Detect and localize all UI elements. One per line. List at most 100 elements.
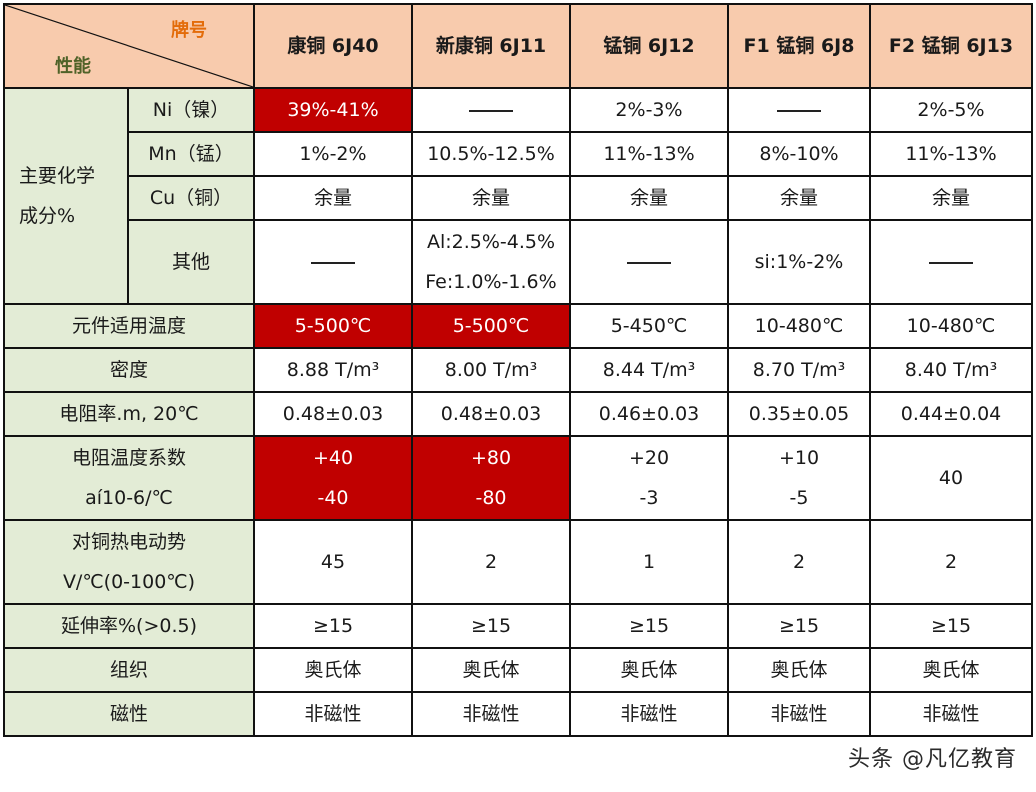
- thermo-emf-label-line1: 对铜热电动势: [71, 531, 186, 553]
- row-label-thermo-emf: 对铜热电动势 V/℃(0-100℃): [3, 519, 255, 605]
- cell-mn-6j12: 11%-13%: [569, 131, 729, 177]
- tcoeff-plus: +20: [628, 447, 670, 469]
- cell-density-6j11: 8.00 T/m³: [411, 347, 571, 393]
- cell-resistivity-6j13: 0.44±0.04: [869, 391, 1033, 437]
- cell-temp-6j12: 5-450℃: [569, 303, 729, 349]
- brand-header-6j11: 新康铜 6J11: [411, 3, 571, 89]
- cell-emf-6j8: 2: [727, 519, 871, 605]
- row-label-cu: Cu（铜）: [127, 175, 255, 221]
- table-row-magnetism: 磁性 非磁性 非磁性 非磁性 非磁性 非磁性: [3, 691, 1033, 737]
- tcoeff-plus: +40: [312, 447, 354, 469]
- table-row-resistivity: 电阻率.m, 20℃ 0.48±0.03 0.48±0.03 0.46±0.03…: [3, 391, 1033, 437]
- cell-resistivity-6j12: 0.46±0.03: [569, 391, 729, 437]
- cell-other-6j13: [869, 219, 1033, 305]
- group-label-line2: 成分%: [19, 205, 76, 227]
- cell-tcoeff-6j8: +10 -5: [727, 435, 871, 521]
- cell-temp-6j40: 5-500℃: [253, 303, 413, 349]
- cell-struct-6j13: 奥氏体: [869, 647, 1033, 693]
- cell-mn-6j11: 10.5%-12.5%: [411, 131, 571, 177]
- cell-mag-6j40: 非磁性: [253, 691, 413, 737]
- table-row-temperature: 元件适用温度 5-500℃ 5-500℃ 5-450℃ 10-480℃ 10-4…: [3, 303, 1033, 349]
- cell-struct-6j11: 奥氏体: [411, 647, 571, 693]
- cell-temp-6j11: 5-500℃: [411, 303, 571, 349]
- table-row-elongation: 延伸率%(>0.5) ≥15 ≥15 ≥15 ≥15 ≥15: [3, 603, 1033, 649]
- cell-density-6j12: 8.44 T/m³: [569, 347, 729, 393]
- row-label-other: 其他: [127, 219, 255, 305]
- cell-tcoeff-6j12: +20 -3: [569, 435, 729, 521]
- cell-struct-6j12: 奥氏体: [569, 647, 729, 693]
- brand-header-6j13: F2 锰铜 6J13: [869, 3, 1033, 89]
- table-row-other: 其他 Al:2.5%-4.5% Fe:1.0%-1.6% si:1%-2%: [4, 219, 1033, 305]
- temp-coeff-label-line2: aí10-6/℃: [85, 487, 173, 509]
- row-label-ni: Ni（镍）: [127, 87, 255, 133]
- cell-mag-6j12: 非磁性: [569, 691, 729, 737]
- cell-struct-6j8: 奥氏体: [727, 647, 871, 693]
- cell-mag-6j8: 非磁性: [727, 691, 871, 737]
- cell-elong-6j40: ≥15: [253, 603, 413, 649]
- cell-emf-6j11: 2: [411, 519, 571, 605]
- dash-icon: [929, 261, 973, 264]
- cell-emf-6j12: 1: [569, 519, 729, 605]
- row-label-magnetism: 磁性: [3, 691, 255, 737]
- tcoeff-plus: +80: [470, 447, 512, 469]
- table-row-mn: Mn（锰） 1%-2% 10.5%-12.5% 11%-13% 8%-10% 1…: [4, 131, 1033, 177]
- tcoeff-minus: -3: [639, 487, 659, 509]
- dash-icon: [311, 261, 355, 264]
- brand-header-6j40: 康铜 6J40: [253, 3, 413, 89]
- temp-coeff-label-line1: 电阻温度系数: [71, 447, 186, 469]
- other-al-value: Al:2.5%-4.5%: [426, 231, 556, 253]
- property-axis-label: 性能: [55, 56, 91, 77]
- cell-resistivity-6j8: 0.35±0.05: [727, 391, 871, 437]
- cell-other-6j40: [253, 219, 413, 305]
- cell-other-6j12: [569, 219, 729, 305]
- table-row-cu: Cu（铜） 余量 余量 余量 余量 余量: [4, 175, 1033, 221]
- cell-density-6j13: 8.40 T/m³: [869, 347, 1033, 393]
- dash-icon: [469, 109, 513, 112]
- dash-icon: [627, 261, 671, 264]
- cell-other-6j11: Al:2.5%-4.5% Fe:1.0%-1.6%: [411, 219, 571, 305]
- cell-tcoeff-6j40: +40 -40: [253, 435, 413, 521]
- cell-ni-6j40: 39%-41%: [253, 87, 413, 133]
- cell-mag-6j11: 非磁性: [411, 691, 571, 737]
- cell-ni-6j8: [727, 87, 871, 133]
- tcoeff-minus: -5: [789, 487, 809, 509]
- cell-ni-6j13: 2%-5%: [869, 87, 1033, 133]
- tcoeff-plus: +10: [778, 447, 820, 469]
- cell-ni-6j11: [411, 87, 571, 133]
- table-row-density: 密度 8.88 T/m³ 8.00 T/m³ 8.44 T/m³ 8.70 T/…: [3, 347, 1033, 393]
- row-label-elongation: 延伸率%(>0.5): [3, 603, 255, 649]
- alloy-spec-table: 牌号 性能 康铜 6J40 新康铜 6J11 锰铜 6J12 F1 锰铜 6J8…: [3, 3, 1033, 737]
- cell-temp-6j13: 10-480℃: [869, 303, 1033, 349]
- cell-elong-6j8: ≥15: [727, 603, 871, 649]
- row-label-temp-coeff: 电阻温度系数 aí10-6/℃: [3, 435, 255, 521]
- cell-cu-6j8: 余量: [727, 175, 871, 221]
- cell-cu-6j12: 余量: [569, 175, 729, 221]
- cell-emf-6j13: 2: [869, 519, 1033, 605]
- row-label-resistivity: 电阻率.m, 20℃: [3, 391, 255, 437]
- corner-header-cell: 牌号 性能: [3, 3, 255, 89]
- cell-cu-6j11: 余量: [411, 175, 571, 221]
- cell-struct-6j40: 奥氏体: [253, 647, 413, 693]
- other-fe-value: Fe:1.0%-1.6%: [425, 271, 557, 293]
- cell-mag-6j13: 非磁性: [869, 691, 1033, 737]
- cell-resistivity-6j40: 0.48±0.03: [253, 391, 413, 437]
- cell-cu-6j40: 余量: [253, 175, 413, 221]
- cell-density-6j40: 8.88 T/m³: [253, 347, 413, 393]
- cell-temp-6j8: 10-480℃: [727, 303, 871, 349]
- cell-emf-6j40: 45: [253, 519, 413, 605]
- cell-resistivity-6j11: 0.48±0.03: [411, 391, 571, 437]
- brand-header-6j8: F1 锰铜 6J8: [727, 3, 871, 89]
- cell-cu-6j13: 余量: [869, 175, 1033, 221]
- cell-mn-6j40: 1%-2%: [253, 131, 413, 177]
- brand-axis-label: 牌号: [171, 20, 207, 41]
- thermo-emf-label-line2: V/℃(0-100℃): [62, 571, 196, 593]
- tcoeff-minus: -80: [475, 487, 507, 509]
- cell-ni-6j12: 2%-3%: [569, 87, 729, 133]
- watermark: 头条 @凡亿教育: [848, 747, 1017, 772]
- cell-elong-6j13: ≥15: [869, 603, 1033, 649]
- brand-header-6j12: 锰铜 6J12: [569, 3, 729, 89]
- table-row-temp-coeff: 电阻温度系数 aí10-6/℃ +40 -40 +80 -80 +20 -3 +…: [3, 435, 1033, 521]
- table-row-thermo-emf: 对铜热电动势 V/℃(0-100℃) 45 2 1 2 2: [3, 519, 1033, 605]
- row-label-structure: 组织: [3, 647, 255, 693]
- row-label-mn: Mn（锰）: [127, 131, 255, 177]
